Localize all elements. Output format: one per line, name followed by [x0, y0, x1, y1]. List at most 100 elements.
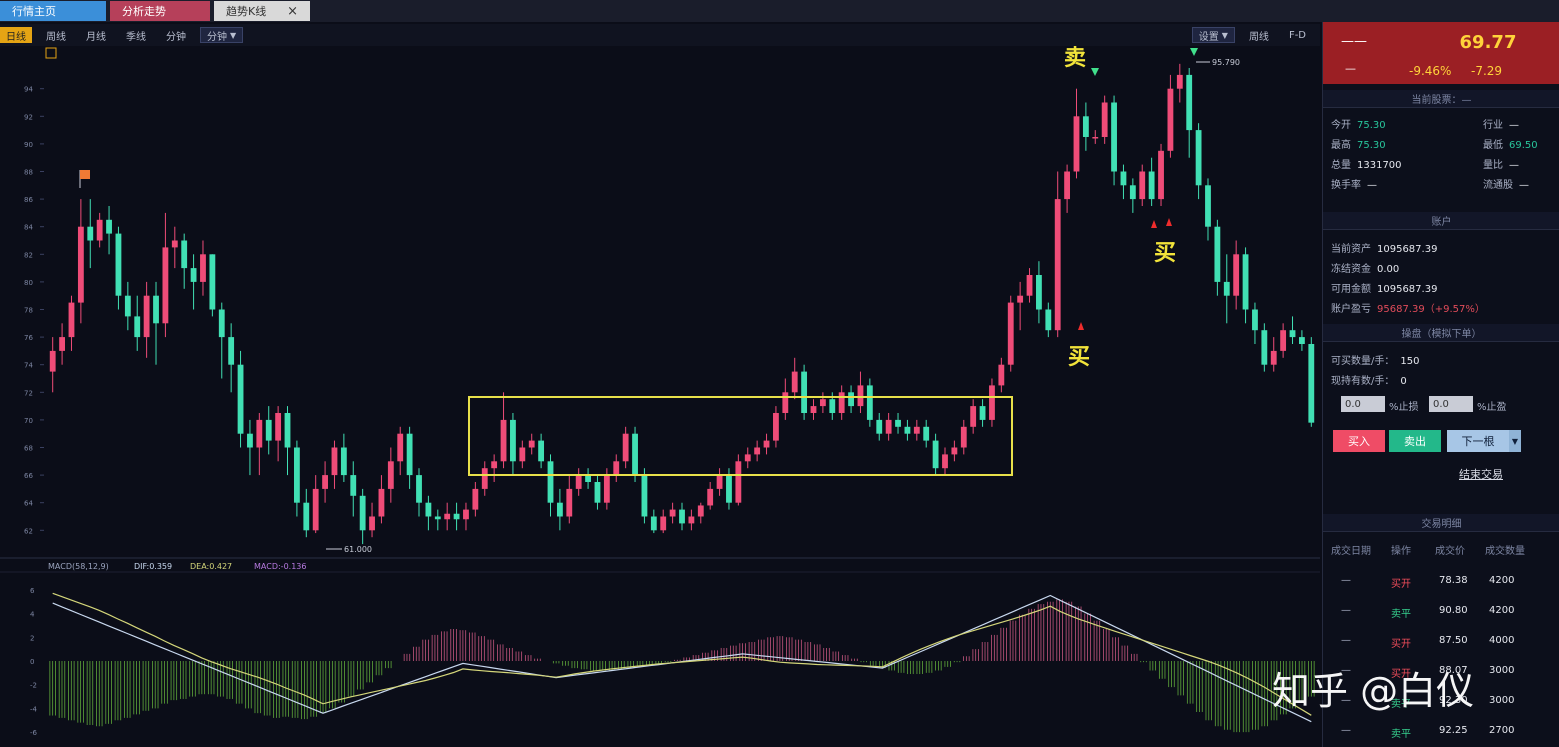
stop-loss-input[interactable]: 0.0	[1341, 396, 1385, 412]
right-panel: —— — 69.77 -9.46% -7.29 当前股票：— 今开 75.30 行…	[1322, 22, 1559, 747]
candle	[331, 440, 338, 489]
candle	[904, 419, 911, 441]
history-op: 买开	[1391, 669, 1411, 680]
candle-body	[989, 385, 995, 420]
week-button[interactable]: 周线	[1248, 31, 1269, 43]
trade-signals: 卖 卖 买 买	[79, 46, 1198, 370]
candle-body	[1026, 275, 1033, 296]
candle	[885, 413, 892, 441]
candle	[697, 502, 704, 524]
candle-body	[528, 440, 535, 448]
candle	[951, 440, 958, 462]
candle-body	[87, 226, 94, 241]
candle	[247, 419, 253, 476]
stop-loss-label: %止损	[1389, 402, 1419, 413]
price-tick-label: 94	[24, 86, 33, 94]
candle	[434, 509, 441, 531]
candle	[960, 419, 967, 455]
candle	[275, 406, 282, 462]
candle-body	[1214, 226, 1221, 282]
take-profit-input[interactable]: 0.0	[1429, 396, 1473, 412]
candle-body	[857, 385, 864, 407]
candle	[293, 440, 300, 517]
settings-select[interactable]: 设置 ▼	[1191, 27, 1235, 43]
candle	[1054, 171, 1061, 338]
price-tick-label: 64	[24, 500, 33, 508]
candle	[989, 378, 995, 427]
candle	[124, 281, 131, 331]
candle-body	[1223, 281, 1230, 296]
low-label: 61.000	[344, 545, 372, 554]
candle-body	[331, 447, 338, 476]
candle	[1129, 178, 1136, 213]
history-row: — 卖平 90.80 4200	[1323, 602, 1559, 622]
consolidation-box	[468, 396, 1013, 476]
history-qty: 2700	[1489, 725, 1515, 736]
next-bar-button[interactable]: 下一根	[1447, 430, 1509, 452]
macd-tick-label: 6	[30, 587, 35, 595]
candle	[660, 509, 667, 534]
macd-header: MACD(58,12,9) DIF:0.359 DEA:0.427 MACD:-…	[48, 562, 306, 571]
candle	[134, 295, 141, 351]
dea-label: DEA:0.427	[190, 562, 232, 571]
period-day-button[interactable]: 日线	[0, 27, 32, 43]
period-week-button[interactable]: 周线	[46, 31, 66, 43]
sell-button[interactable]: 卖出	[1389, 430, 1441, 452]
candle-body	[923, 426, 930, 441]
history-qty: 4200	[1489, 605, 1515, 616]
candle-body	[96, 219, 103, 241]
macd-value-label: MACD:-0.136	[254, 562, 306, 571]
candle-body	[1017, 295, 1024, 303]
close-icon[interactable]: ×	[287, 3, 298, 19]
candle-body	[275, 413, 282, 441]
tab-market[interactable]: 行情主页	[0, 1, 106, 21]
candle	[369, 502, 375, 538]
period-minute-button[interactable]: 分钟	[166, 31, 186, 43]
price-tick-label: 62	[24, 527, 33, 535]
candle-body	[885, 419, 892, 434]
candle	[312, 475, 319, 534]
history-title: 交易明细	[1323, 514, 1559, 532]
tab-analysis[interactable]: 分析走势	[110, 1, 210, 21]
end-trade-link[interactable]: 结束交易	[1459, 468, 1503, 481]
candle-body	[791, 371, 798, 393]
candle	[650, 509, 657, 534]
minute-select[interactable]: 分钟 ▼	[200, 27, 244, 43]
candle	[1036, 261, 1042, 324]
price-tick-label: 68	[24, 445, 33, 453]
sell-signal-1: 卖	[1064, 46, 1086, 71]
candle-body	[810, 406, 817, 413]
candle	[669, 502, 676, 524]
candle	[613, 454, 620, 482]
fd-button[interactable]: F-D	[1288, 29, 1306, 41]
candle	[284, 406, 291, 476]
candle	[1308, 337, 1315, 427]
candle	[528, 433, 535, 455]
candle	[1101, 95, 1108, 144]
candle-body	[1101, 102, 1108, 137]
candle	[1252, 302, 1258, 344]
stat-volume: 总量 1331700	[1331, 160, 1402, 171]
candle-body	[369, 516, 375, 531]
candle	[810, 399, 817, 420]
buy-button[interactable]: 买入	[1333, 430, 1385, 452]
period-month-button[interactable]: 月线	[86, 31, 106, 43]
candle	[68, 295, 75, 351]
trade-title: 操盘（模拟下单）	[1323, 324, 1559, 342]
next-bar-dropdown[interactable]: ▼	[1509, 430, 1521, 452]
candle-body	[744, 454, 751, 462]
tab-kline[interactable]: 趋势K线 ×	[214, 1, 310, 21]
candle-body	[1120, 171, 1127, 186]
candle	[876, 413, 883, 441]
period-quarter-button[interactable]: 季线	[126, 31, 146, 43]
buy-arrow-icon	[1151, 220, 1157, 228]
candle-body	[951, 447, 958, 455]
sell-arrow-icon	[1190, 48, 1198, 56]
history-price: 90.80	[1439, 605, 1468, 616]
candle-body	[153, 295, 159, 324]
candle-body	[77, 226, 84, 303]
candle	[707, 482, 714, 510]
candle-body	[1280, 330, 1287, 351]
